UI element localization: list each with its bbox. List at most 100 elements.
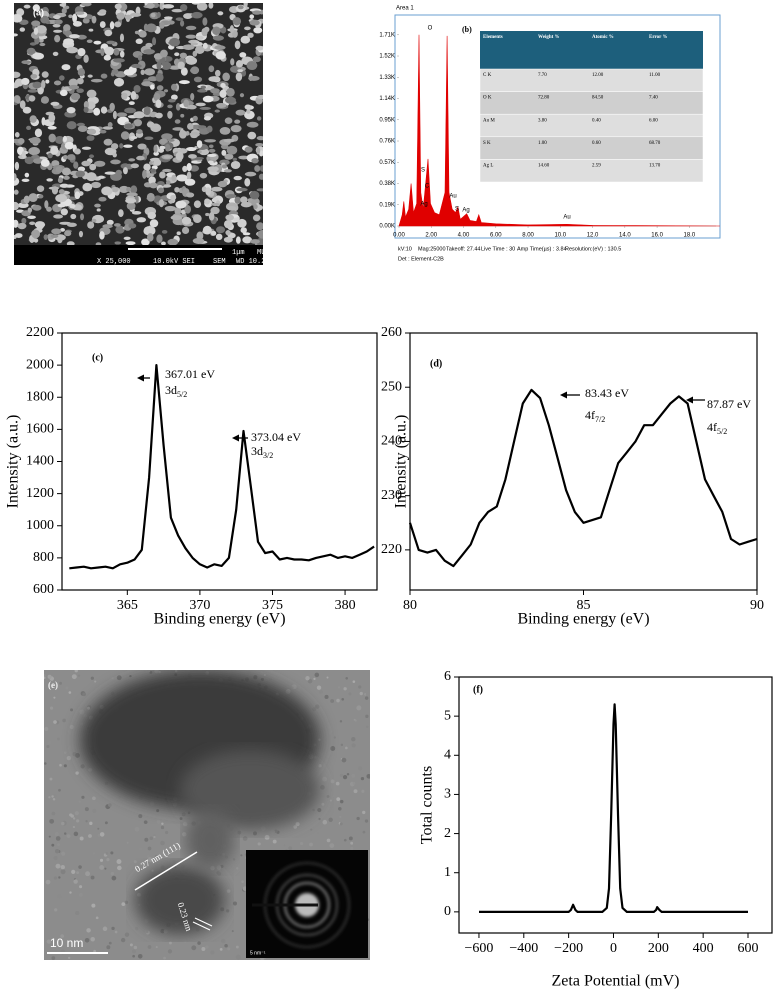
sem-grain (86, 172, 97, 182)
tem-grain (242, 836, 248, 841)
tem-grain (99, 832, 105, 837)
sem-grain (50, 145, 59, 155)
sem-grain (187, 104, 197, 110)
sem-grain (47, 152, 53, 159)
sem-grain (185, 34, 197, 39)
panel-label: (d) (430, 358, 442, 369)
sem-grain (19, 19, 29, 25)
sem-grain (150, 168, 157, 173)
spectrum-footer: Mag:25000 (418, 246, 446, 252)
sem-grain (59, 75, 65, 81)
sem-grain (147, 76, 159, 82)
tem-grain (264, 834, 270, 840)
sem-grain (155, 99, 162, 109)
sem-grain (163, 16, 173, 20)
sem-grain (183, 99, 190, 108)
orbital-main: 4f (585, 408, 595, 422)
sem-grain (252, 56, 261, 63)
tem-grain (151, 869, 154, 872)
tem-grain (86, 928, 91, 933)
tem-grain (145, 670, 151, 674)
sem-grain (160, 138, 168, 144)
sem-grain (146, 197, 155, 201)
tem-grain (318, 817, 321, 821)
tem-grain (104, 867, 107, 870)
spectrum-footer: Takeoff: 27.44 (446, 246, 480, 252)
sem-grain (130, 90, 137, 100)
tem-grain (339, 720, 343, 723)
tem-grain (65, 686, 69, 690)
sem-grain (86, 135, 95, 141)
tem-grain (44, 673, 46, 678)
sem-grain (130, 163, 139, 169)
sem-grain (131, 210, 142, 215)
sem-grain (83, 54, 89, 63)
sem-grain (60, 208, 68, 216)
tem-grain (53, 696, 56, 699)
tem-grain (59, 763, 62, 767)
orbital-subscript: 3/2 (263, 451, 273, 460)
sem-grain (61, 167, 71, 176)
sem-grain (150, 12, 156, 18)
sem-grain (219, 89, 227, 98)
tem-grain (78, 865, 82, 869)
data-line (408, 388, 758, 568)
sem-grain (59, 89, 68, 97)
sem-grain (190, 134, 198, 139)
tem-grain (54, 908, 58, 912)
sem-grain (40, 159, 50, 167)
y-tick-label: 0.57K (379, 160, 395, 166)
sem-grain (119, 50, 125, 58)
y-tick-label: 600 (33, 582, 54, 597)
sem-grain (130, 185, 138, 194)
sem-grain (28, 95, 36, 102)
tem-grain (338, 807, 342, 811)
tem-grain (336, 797, 341, 801)
sem-grain (163, 89, 169, 93)
x-tick-label: 365 (117, 598, 138, 613)
tem-grain (53, 856, 58, 861)
tem-grain (220, 938, 226, 944)
tem-grain (74, 670, 78, 673)
sem-grain (244, 26, 251, 31)
sem-grain (240, 196, 248, 204)
sem-grain (162, 4, 175, 9)
tem-grain (253, 831, 257, 836)
sem-grain (97, 175, 105, 179)
sem-grain (248, 75, 260, 81)
sem-grain (107, 122, 113, 128)
sem-grain (247, 131, 257, 140)
y-tick-label: 2000 (26, 357, 54, 372)
tem-grain (350, 846, 354, 851)
sem-grain (152, 37, 157, 46)
x-tick-label: 80 (403, 598, 417, 613)
x-tick-label: 370 (189, 598, 210, 613)
tem-grain (226, 909, 230, 913)
sem-grain (199, 106, 211, 110)
peak-energy: 373.04 eV (251, 430, 301, 444)
tem-grain (187, 811, 191, 815)
sem-grain (171, 174, 177, 182)
sem-grain (192, 115, 198, 122)
table-row (479, 159, 704, 183)
sem-grain (198, 148, 210, 156)
x-tick-label: 18.0 (684, 233, 696, 239)
sem-grain (232, 157, 238, 162)
tem-grain (326, 838, 331, 843)
sem-grain (167, 20, 175, 25)
y-axis-label: Intensity (a.u.) (5, 415, 22, 509)
tem-grain (92, 796, 96, 801)
x-axis-label: Binding energy (eV) (517, 611, 649, 628)
tem-grain (147, 846, 152, 851)
sem-grain (38, 194, 44, 199)
sem-grain (116, 12, 125, 20)
sem-grain (51, 186, 59, 195)
sem-grain (220, 26, 227, 34)
sem-grain (111, 143, 119, 150)
sem-grain (19, 27, 26, 32)
sem-grain (23, 4, 31, 9)
tem-grain (329, 843, 335, 848)
sem-grain (196, 3, 208, 11)
sem-grain (254, 165, 261, 172)
sem-grain (101, 186, 113, 196)
